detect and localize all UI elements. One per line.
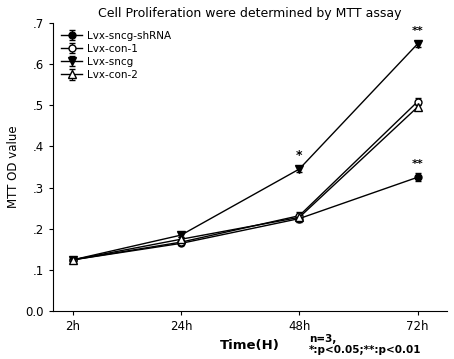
Text: n=3,
*:p<0.05;**:p<0.01: n=3, *:p<0.05;**:p<0.01 — [309, 334, 421, 355]
Text: **: ** — [412, 26, 424, 36]
Text: **: ** — [412, 159, 424, 169]
Text: *: * — [296, 149, 302, 162]
X-axis label: Time(H): Time(H) — [220, 339, 280, 352]
Y-axis label: MTT OD value: MTT OD value — [7, 126, 20, 208]
Legend: Lvx-sncg-shRNA, Lvx-con-1, Lvx-sncg, Lvx-con-2: Lvx-sncg-shRNA, Lvx-con-1, Lvx-sncg, Lvx… — [58, 28, 175, 83]
Title: Cell Proliferation were determined by MTT assay: Cell Proliferation were determined by MT… — [99, 7, 402, 20]
